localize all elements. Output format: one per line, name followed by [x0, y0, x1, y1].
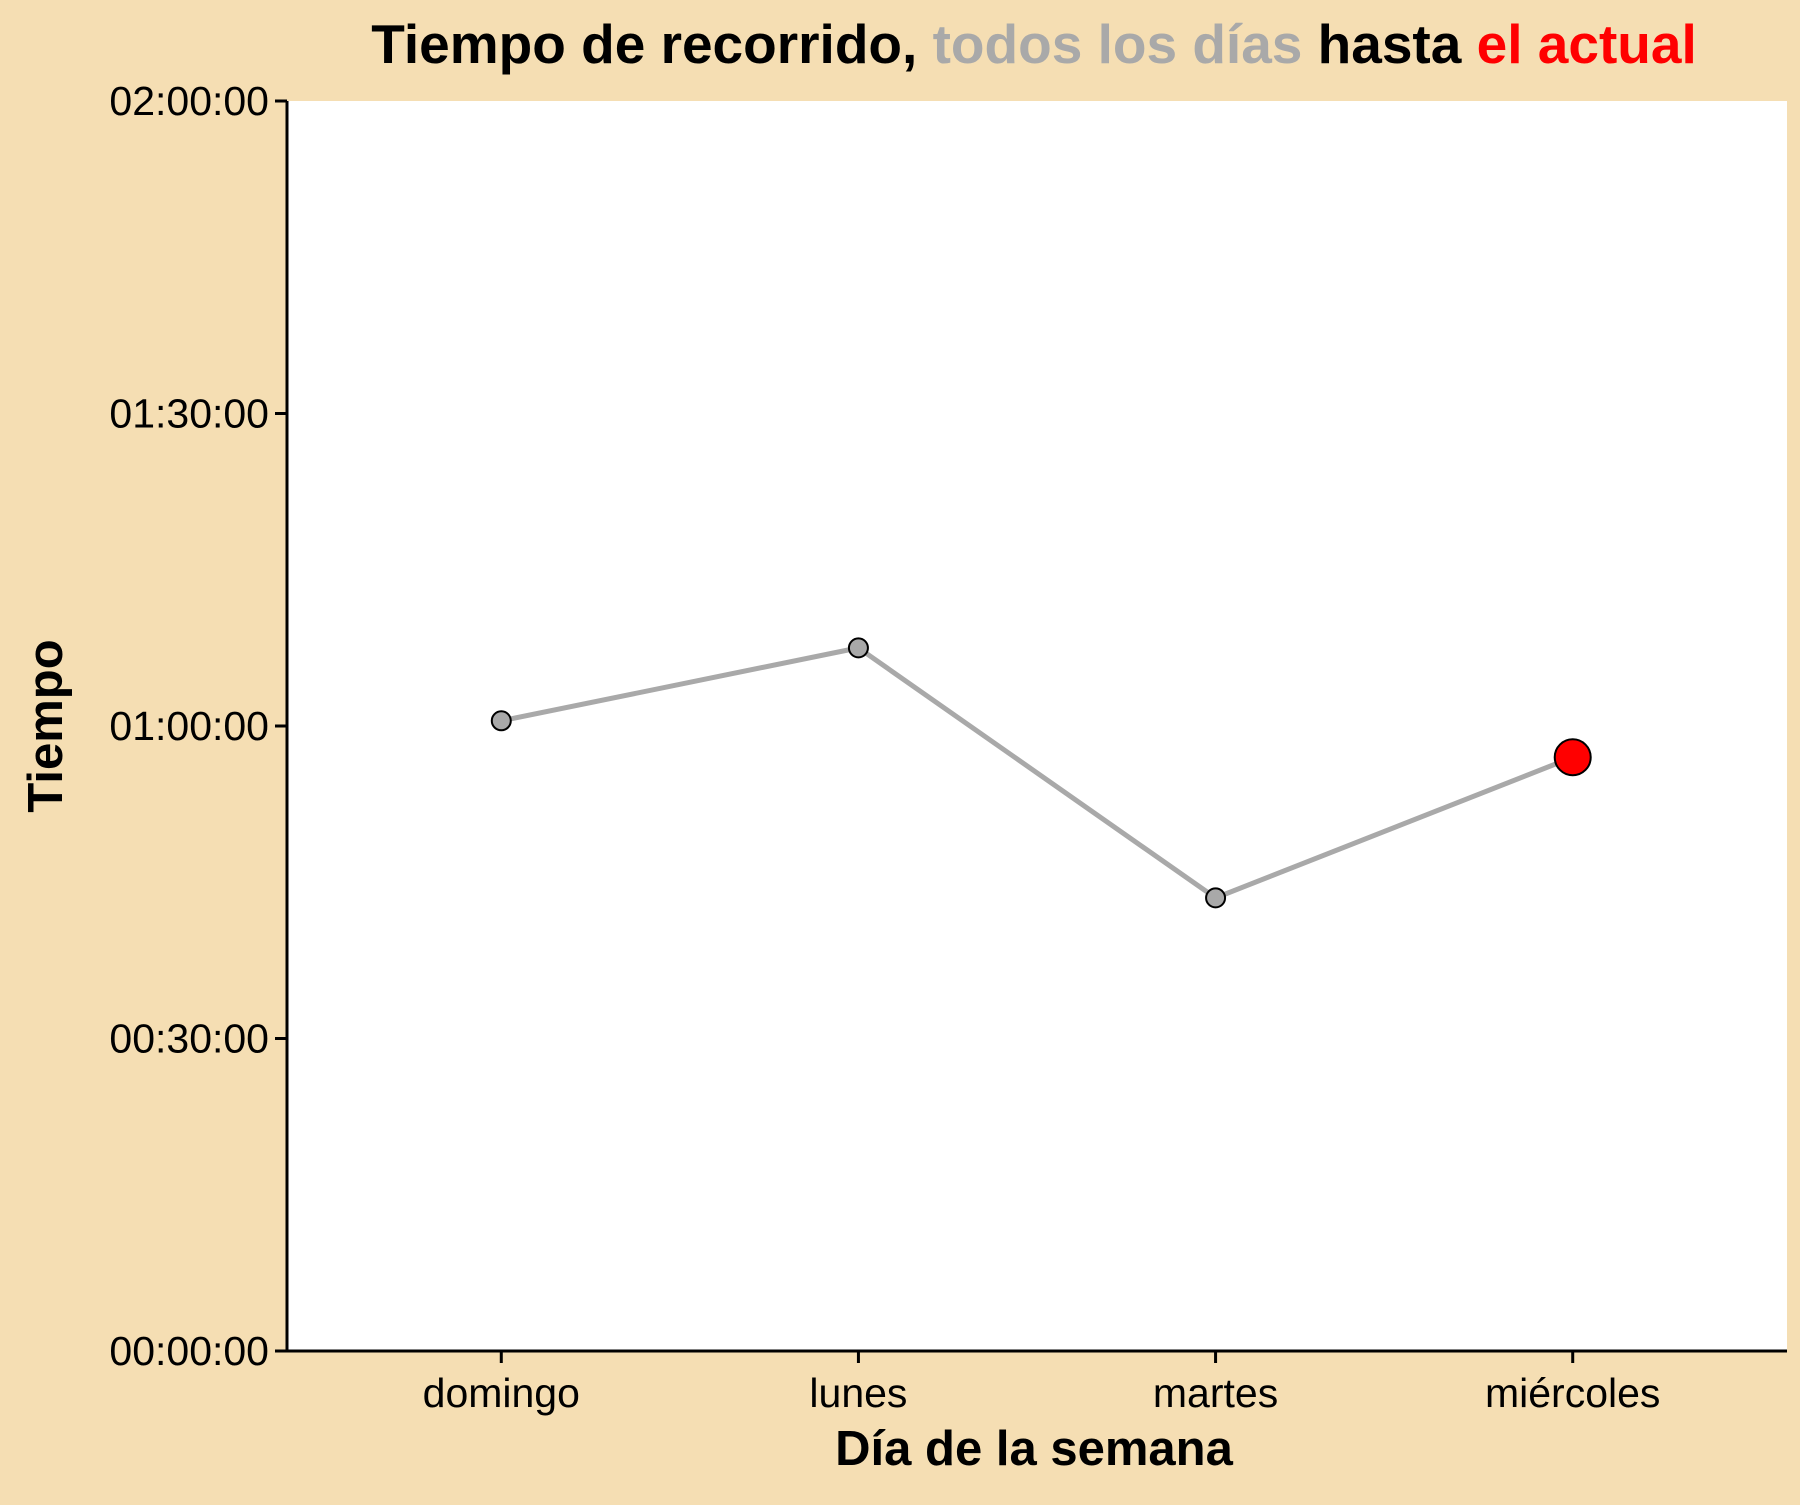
- plot-panel: [287, 101, 1787, 1351]
- series-line: [498, 645, 1576, 901]
- title-segment-3: el actual: [1477, 13, 1697, 75]
- highlight-point: [1553, 738, 1592, 777]
- y-axis: 00:00:00 00:30:00 01:00:00 01:30:00 02:00:00: [109, 78, 287, 1374]
- title-segment-0: Tiempo de recorrido,: [371, 13, 932, 75]
- y-tick-label: 02:00:00: [109, 78, 269, 124]
- data-point: [490, 710, 512, 732]
- x-tick-label: martes: [1153, 1370, 1278, 1416]
- x-tick-label: lunes: [809, 1370, 907, 1416]
- title-segment-1: todos los días: [933, 13, 1303, 75]
- x-axis-title: Día de la semana: [835, 1422, 1233, 1476]
- series-layer: [490, 637, 1592, 909]
- x-tick-label: domingo: [423, 1370, 580, 1416]
- y-axis-title: Tiempo: [19, 639, 73, 812]
- title-segment-2: hasta: [1302, 13, 1476, 75]
- y-tick-label: 01:30:00: [109, 391, 269, 437]
- data-point: [1205, 887, 1227, 909]
- y-tick-label: 00:00:00: [109, 1328, 269, 1374]
- x-tick-label: miércoles: [1485, 1370, 1660, 1416]
- y-tick-label: 01:00:00: [109, 703, 269, 749]
- chart-title: Tiempo de recorrido, todos los días hast…: [371, 13, 1696, 75]
- x-axis: domingo lunes martes miércoles: [423, 1351, 1660, 1416]
- data-point: [847, 637, 869, 659]
- y-tick-label: 00:30:00: [109, 1016, 269, 1062]
